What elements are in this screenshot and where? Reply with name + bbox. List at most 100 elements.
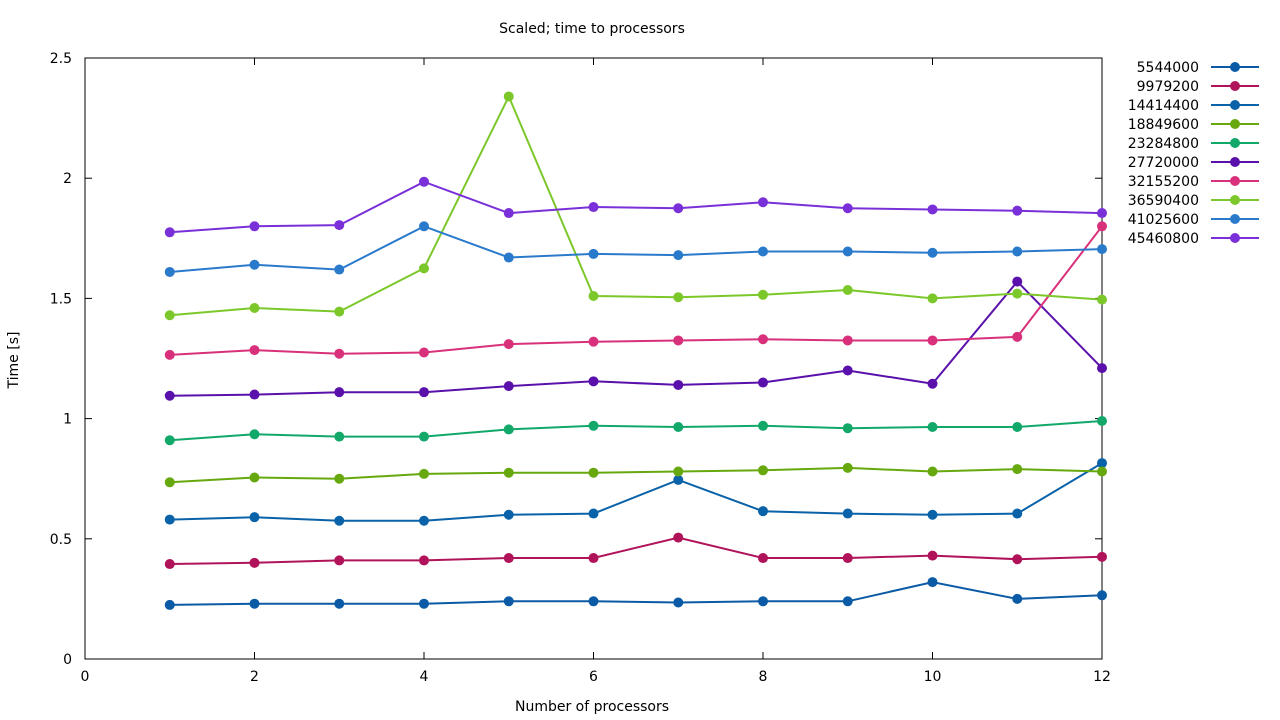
data-point xyxy=(419,598,429,609)
data-point xyxy=(334,348,345,359)
series-32155200 xyxy=(164,221,1107,360)
data-point xyxy=(503,553,514,564)
data-point xyxy=(1097,294,1107,305)
series-line xyxy=(169,225,1103,356)
data-point xyxy=(673,250,684,261)
data-point xyxy=(249,429,260,440)
legend-label: 5544000 xyxy=(1137,60,1199,76)
chart-title: Scaled; time to processors xyxy=(499,21,685,37)
data-point xyxy=(1012,246,1023,257)
data-point xyxy=(927,577,938,588)
data-point xyxy=(1097,458,1107,469)
x-tick-label: 4 xyxy=(420,669,429,685)
data-point xyxy=(673,379,684,390)
legend-label: 9979200 xyxy=(1137,79,1199,95)
series-5544000 xyxy=(164,577,1107,610)
y-tick-label: 0.5 xyxy=(50,532,72,548)
data-point xyxy=(419,387,429,398)
data-point xyxy=(1012,508,1023,519)
y-tick-label: 2 xyxy=(63,171,72,187)
data-point xyxy=(503,381,514,392)
data-point xyxy=(588,596,599,607)
data-point xyxy=(249,221,260,232)
legend-marker xyxy=(1230,176,1240,186)
series-14414400 xyxy=(164,458,1107,526)
data-point xyxy=(673,466,684,477)
series-line xyxy=(169,180,1103,234)
data-point xyxy=(503,91,514,102)
data-point xyxy=(1012,205,1023,216)
data-point xyxy=(164,390,175,401)
legend-label: 36590400 xyxy=(1128,193,1199,209)
series-36590400 xyxy=(164,91,1107,321)
series-41025600 xyxy=(164,221,1107,277)
data-point xyxy=(673,335,684,346)
data-point xyxy=(419,515,429,526)
data-point xyxy=(164,266,175,277)
data-point xyxy=(758,289,768,300)
y-tick-label: 1.5 xyxy=(50,291,72,307)
data-point xyxy=(164,514,175,525)
legend-entry: 45460800 xyxy=(1128,231,1259,247)
data-point xyxy=(503,509,514,520)
data-point xyxy=(164,477,175,488)
data-point xyxy=(503,467,514,478)
legend-entry: 9979200 xyxy=(1137,79,1259,95)
legend-marker xyxy=(1230,157,1240,167)
data-point xyxy=(927,378,938,389)
data-point xyxy=(334,598,345,609)
data-point xyxy=(842,508,853,519)
data-point xyxy=(927,335,938,346)
data-point xyxy=(1097,416,1107,427)
legend-marker xyxy=(1230,119,1240,129)
series-18849600 xyxy=(164,462,1107,488)
data-point xyxy=(673,532,684,543)
data-point xyxy=(842,203,853,214)
data-point xyxy=(249,303,260,314)
data-point xyxy=(673,422,684,433)
x-tick-label: 6 xyxy=(589,669,598,685)
data-point xyxy=(419,431,429,442)
series-9979200 xyxy=(164,532,1107,570)
series-line xyxy=(169,466,1103,484)
data-point xyxy=(334,264,345,275)
data-point xyxy=(927,204,938,215)
data-point xyxy=(334,431,345,442)
x-tick-label: 10 xyxy=(924,669,942,685)
series-27720000 xyxy=(164,276,1107,401)
data-point xyxy=(1097,363,1107,374)
data-point xyxy=(842,284,853,295)
data-point xyxy=(249,598,260,609)
data-point xyxy=(1097,221,1107,232)
data-point xyxy=(503,424,514,435)
data-point xyxy=(1012,331,1023,342)
data-point xyxy=(842,365,853,376)
legend-entry: 27720000 xyxy=(1128,155,1259,171)
data-point xyxy=(334,515,345,526)
data-point xyxy=(842,335,853,346)
legend-entry: 5544000 xyxy=(1137,60,1259,76)
data-point xyxy=(758,377,768,388)
y-axis-label: Time [s] xyxy=(6,332,22,390)
legend-marker xyxy=(1230,214,1240,224)
data-point xyxy=(334,306,345,317)
data-point xyxy=(334,220,345,231)
legend: 5544000 9979200 14414400 18849600 23284800 27… xyxy=(1128,60,1259,247)
series-45460800 xyxy=(164,176,1107,238)
data-point xyxy=(927,509,938,520)
legend-entry: 41025600 xyxy=(1128,212,1259,228)
series-line xyxy=(169,462,1103,522)
data-point xyxy=(673,292,684,303)
data-point xyxy=(419,263,429,274)
data-point xyxy=(588,508,599,519)
data-point xyxy=(164,310,175,321)
legend-label: 32155200 xyxy=(1128,174,1199,190)
series-23284800 xyxy=(164,416,1107,446)
data-point xyxy=(842,423,853,434)
data-point xyxy=(588,202,599,213)
data-point xyxy=(249,472,260,483)
data-point xyxy=(503,252,514,263)
series-line xyxy=(169,280,1103,397)
data-point xyxy=(249,259,260,270)
